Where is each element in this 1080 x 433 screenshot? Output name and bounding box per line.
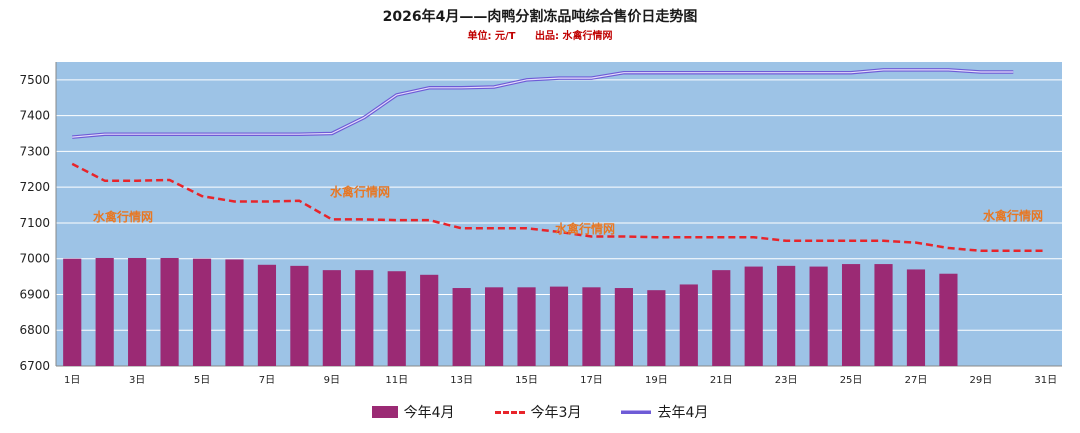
- bar-this-april: [517, 287, 536, 366]
- bar-this-april: [128, 257, 147, 366]
- bar-this-april: [712, 270, 731, 366]
- bar-this-april: [322, 270, 341, 366]
- line-this-march: [71, 162, 1046, 253]
- x-tick-label: 5日: [194, 375, 210, 386]
- legend-item-this-april[interactable]: 今年4月: [371, 402, 455, 422]
- y-tick-label: 7400: [19, 109, 50, 123]
- bar-this-april: [549, 286, 569, 366]
- legend-label: 今年3月: [530, 405, 582, 421]
- bar-this-april: [841, 264, 861, 366]
- bar-this-april: [874, 264, 893, 366]
- y-tick-label: 7500: [19, 73, 50, 87]
- bar-this-april: [777, 265, 796, 366]
- bar-this-april: [485, 287, 504, 366]
- y-tick-label: 7200: [19, 180, 50, 194]
- chart-svg: 6700 6800 6900 7000 7100 7200 7300 7400 7500 1日 3日…: [19, 62, 1062, 386]
- source-label: 出品: 水禽行情网: [534, 31, 613, 42]
- bar-this-april: [452, 288, 471, 366]
- chart-title: 2026年4月——肉鸭分割冻品吨综合售价日走势图: [382, 9, 698, 25]
- y-tick-label: 6800: [19, 323, 50, 337]
- bar-this-april: [290, 265, 309, 366]
- bar-this-april: [582, 287, 601, 366]
- bar-this-april: [355, 270, 374, 366]
- bar-this-april: [679, 284, 698, 366]
- bar-this-april: [647, 290, 666, 366]
- bar-this-april: [192, 258, 212, 366]
- legend-swatch-bar: [371, 406, 398, 418]
- x-tick-label: 13日: [450, 375, 473, 386]
- bar-this-april: [95, 257, 114, 366]
- x-tick-label: 27日: [905, 375, 928, 386]
- y-tick-label: 6700: [19, 359, 50, 373]
- x-tick-label: 31日: [1034, 375, 1057, 386]
- bar-this-april: [744, 266, 763, 366]
- bar-this-april: [614, 288, 633, 366]
- bar-this-april: [387, 271, 406, 366]
- legend-swatch-dashed-line: [494, 410, 525, 414]
- y-tick-label: 7100: [19, 216, 50, 230]
- watermark-text: 水禽行情网: [983, 208, 1043, 223]
- x-tick-label: 1日: [64, 375, 80, 386]
- chart-subtitle: 单位: 元/T 出品: 水禽行情网: [0, 27, 1080, 42]
- bar-this-april: [420, 274, 439, 366]
- x-tick-label: 29日: [970, 375, 993, 386]
- x-tick-label: 3日: [129, 375, 145, 386]
- bar-this-april: [939, 273, 958, 366]
- watermark-text: 水禽行情网: [330, 184, 390, 199]
- bar-this-april: [225, 259, 244, 366]
- x-tick-label: 23日: [775, 375, 798, 386]
- x-tick-label: 11日: [385, 375, 408, 386]
- legend-item-this-march[interactable]: 今年3月: [494, 402, 582, 422]
- x-tick-label: 21日: [710, 375, 733, 386]
- legend-label: 今年4月: [403, 405, 455, 421]
- watermark-text: 水禽行情网: [555, 221, 615, 236]
- x-tick-label: 19日: [645, 375, 668, 386]
- watermark-text: 水禽行情网: [93, 209, 153, 224]
- legend-item-last-april[interactable]: 去年4月: [621, 402, 708, 422]
- x-tick-label: 15日: [515, 375, 538, 386]
- line-last-april-highlight: [72, 69, 1014, 138]
- y-tick-label: 6900: [19, 287, 50, 301]
- bar-this-april: [906, 269, 926, 366]
- x-tick-label: 7日: [259, 375, 275, 386]
- x-tick-label: 9日: [324, 375, 340, 386]
- x-tick-label: 17日: [580, 375, 603, 386]
- bar-this-april: [160, 257, 179, 366]
- legend-swatch-line: [621, 410, 652, 414]
- bar-this-april: [63, 258, 82, 366]
- legend: 今年4月 今年3月 去年4月: [0, 402, 1080, 422]
- bar-this-april: [257, 264, 277, 366]
- legend-label: 去年4月: [657, 405, 709, 421]
- x-tick-label: 25日: [840, 375, 863, 386]
- y-tick-label: 7000: [19, 252, 50, 266]
- unit-label: 单位: 元/T: [467, 31, 516, 42]
- y-tick-label: 7300: [19, 144, 50, 158]
- bar-this-april: [809, 266, 828, 366]
